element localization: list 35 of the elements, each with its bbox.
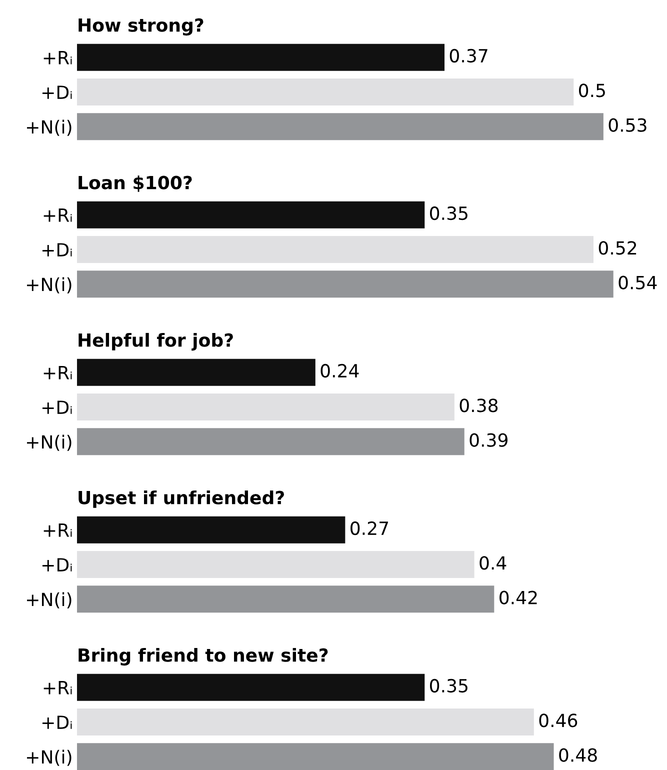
data-label: 0.37 <box>450 48 488 63</box>
y-tick-label: +Rᵢ <box>44 366 72 380</box>
data-label: 0.24 <box>320 364 359 378</box>
chart-title: Upset if unfriended? <box>78 490 284 508</box>
data-label: 0.53 <box>608 118 646 132</box>
data-label: 0.42 <box>500 590 537 604</box>
y-tick-label: +Rᵢ <box>44 51 72 64</box>
data-label: 0.39 <box>470 433 508 447</box>
chart-title: Loan $100? <box>78 175 192 192</box>
y-tick-label: +Dᵢ <box>42 716 72 729</box>
data-label: 0.38 <box>460 398 498 412</box>
y-tick-label: +Rᵢ <box>44 524 72 537</box>
y-tick-label: +Rᵢ <box>44 208 72 222</box>
y-tick-label: +N(i) <box>27 120 72 136</box>
data-label: 0.48 <box>559 748 597 762</box>
chart-title: How strong? <box>78 18 204 36</box>
data-label: 0.52 <box>598 241 636 255</box>
data-label: 0.35 <box>430 206 468 220</box>
y-tick-label: +Rᵢ <box>44 681 72 694</box>
y-tick-label: +Dᵢ <box>42 86 72 99</box>
y-tick-label: +N(i) <box>27 434 72 451</box>
data-label: 0.4 <box>480 556 506 570</box>
data-label: 0.46 <box>539 714 578 728</box>
data-label: 0.5 <box>578 84 605 98</box>
y-tick-label: +Dᵢ <box>42 243 72 256</box>
y-tick-label: +Dᵢ <box>42 558 72 572</box>
y-tick-label: +N(i) <box>27 592 72 608</box>
chart-title: Bring friend to new site? <box>78 648 328 666</box>
data-label: 0.27 <box>350 521 388 536</box>
data-label: 0.35 <box>430 678 468 693</box>
chart-title: Helpful for job? <box>78 332 233 351</box>
y-tick-label: +Dᵢ <box>42 400 72 414</box>
y-tick-label: +N(i) <box>27 750 72 766</box>
data-label: 0.54 <box>618 276 657 290</box>
y-tick-label: +N(i) <box>27 277 72 294</box>
